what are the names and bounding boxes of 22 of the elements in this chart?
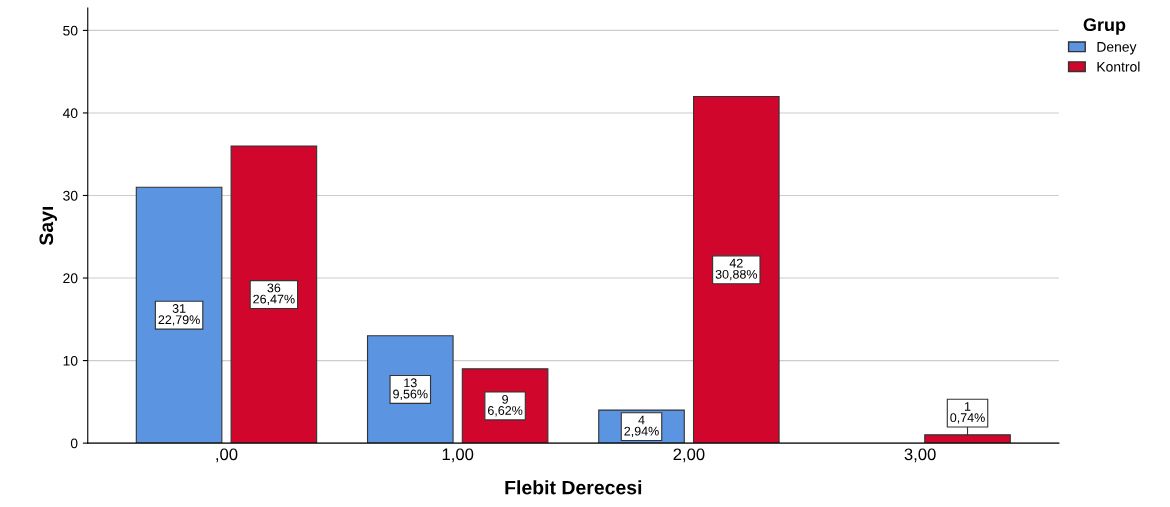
data-label: 31 22,79% xyxy=(158,304,200,326)
x-tick-label: 2,00 xyxy=(673,448,705,463)
data-label: 36 26,47% xyxy=(253,283,295,305)
y-tick-label: 40 xyxy=(62,108,78,119)
x-tick-label: 3,00 xyxy=(904,448,936,463)
y-tick-label: 50 xyxy=(63,25,78,36)
data-label: 13 9,56% xyxy=(393,378,428,400)
data-label: 9 6,62% xyxy=(488,394,523,417)
legend-label: Deney xyxy=(1097,42,1137,55)
legend-label: Kontrol xyxy=(1097,61,1140,72)
legend-title: Grup xyxy=(1083,18,1126,35)
y-tick-label: 30 xyxy=(63,190,78,201)
y-tick-label: 10 xyxy=(63,355,78,366)
data-label: 42 30,88% xyxy=(715,258,758,281)
x-tick-label: ,00 xyxy=(216,448,238,463)
data-label: 4 2,94% xyxy=(624,415,659,438)
y-tick-label: 0 xyxy=(70,438,78,449)
x-axis-title: Flebit Derecesi xyxy=(505,480,642,495)
x-tick-label: 1,00 xyxy=(442,448,474,463)
y-axis-title: Sayı xyxy=(39,206,58,246)
y-tick-label: 20 xyxy=(63,273,78,284)
data-label: 1 0,74% xyxy=(950,402,985,424)
